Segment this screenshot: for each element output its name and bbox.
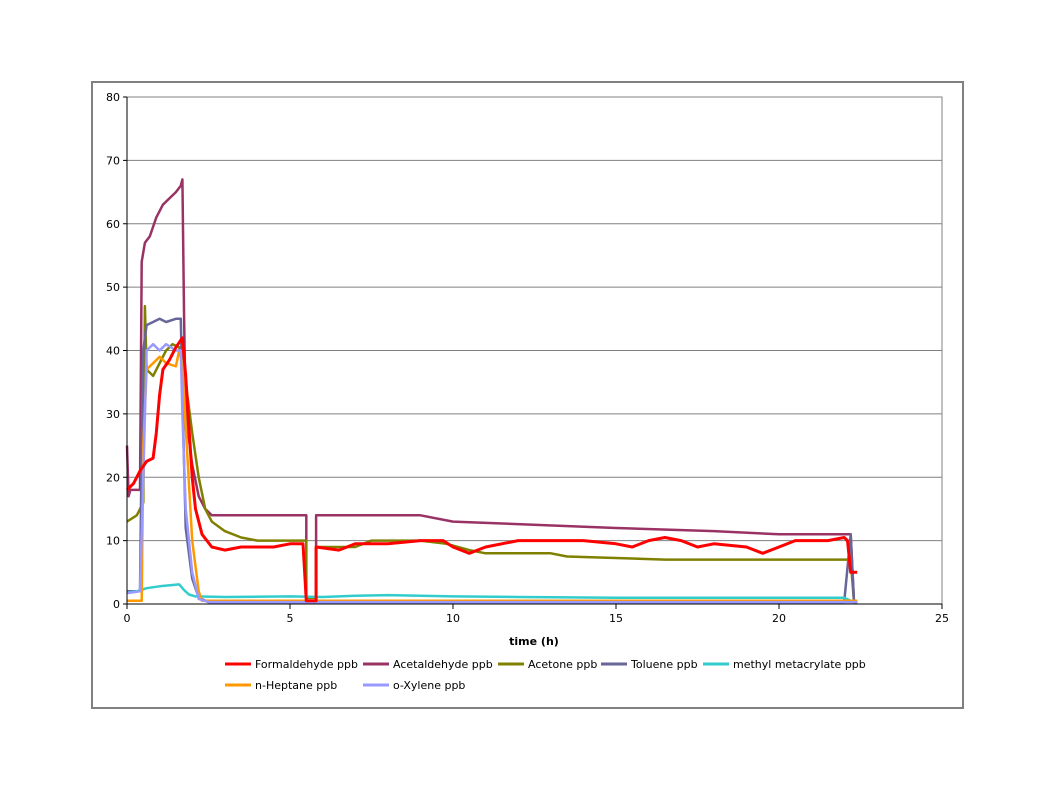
gridlines — [127, 96, 942, 542]
y-tick-label-30: 30 — [106, 408, 120, 421]
y-tick-label-50: 50 — [106, 281, 120, 294]
legend-label-5: n-Heptane ppb — [255, 679, 337, 692]
x-tick-label-20: 20 — [772, 612, 786, 625]
legend-label-1: Acetaldehyde ppb — [393, 658, 493, 671]
series-line-0 — [125, 336, 858, 603]
legend-label-6: o-Xylene ppb — [393, 679, 465, 692]
y-tick-label-70: 70 — [106, 154, 120, 167]
legend-label-2: Acetone ppb — [528, 658, 597, 671]
x-axis-title: time (h) — [509, 635, 559, 648]
x-tick-label-10: 10 — [446, 612, 460, 625]
legend-label-3: Toluene ppb — [630, 658, 698, 671]
x-tick-label-25: 25 — [935, 612, 949, 625]
y-tick-label-80: 80 — [106, 91, 120, 104]
y-tick-label-40: 40 — [106, 345, 120, 358]
y-tick-label-20: 20 — [106, 471, 120, 484]
x-tick-label-15: 15 — [609, 612, 623, 625]
y-axis-ticks: 0 10 20 30 40 50 60 70 80 — [106, 91, 127, 611]
series-line-2 — [126, 304, 858, 604]
legend: Formaldehyde ppb Acetaldehyde ppb Acetone … — [225, 658, 866, 692]
y-tick-label-60: 60 — [106, 218, 120, 231]
legend-label-0: Formaldehyde ppb — [255, 658, 358, 671]
x-tick-label-0: 0 — [124, 612, 131, 625]
series-lines — [125, 178, 858, 604]
x-axis-ticks: 0 5 10 15 20 25 — [124, 604, 949, 625]
legend-label-4: methyl metacrylate ppb — [733, 658, 866, 671]
y-tick-label-0: 0 — [113, 598, 120, 611]
y-tick-label-10: 10 — [106, 535, 120, 548]
x-tick-label-5: 5 — [287, 612, 294, 625]
